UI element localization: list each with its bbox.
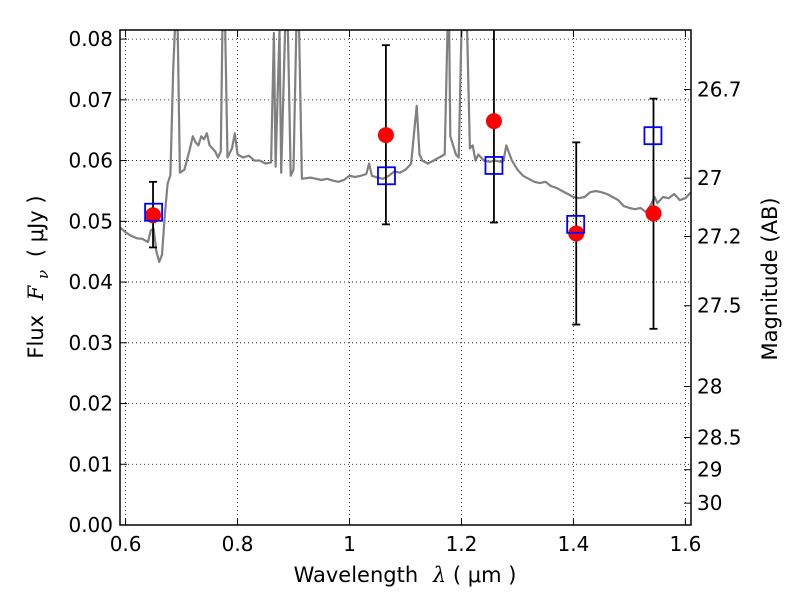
- x-axis-label: Wavelength λ ( μm ): [294, 563, 517, 587]
- x-tick-label: 1.2: [446, 532, 478, 556]
- data-layer: [120, 30, 691, 264]
- x-tick-label: 0.8: [222, 532, 254, 556]
- x-axis-label-prefix: Wavelength: [294, 563, 419, 587]
- y-axis-label-close: ): [24, 195, 48, 203]
- y2-tick-label: 29: [697, 458, 722, 482]
- y-axis-label-open: (: [24, 242, 48, 257]
- y-tick-label: 0.01: [68, 452, 113, 476]
- y2-tick-label: 27.2: [697, 225, 742, 249]
- y-axis-label-prefix: Flux: [24, 315, 48, 359]
- y-tick-label: 0.03: [68, 331, 113, 355]
- x-axis-label-close: ): [508, 563, 516, 587]
- y-axis-label-subscript: ν: [34, 270, 52, 279]
- x-tick-label: 0.6: [110, 532, 142, 556]
- y2-tick-label: 27: [697, 166, 722, 190]
- model-flux-point: [566, 214, 586, 234]
- y2-axis-label: Magnitude (AB): [758, 197, 782, 360]
- plot-background: [120, 30, 691, 525]
- y-tick-label: 0.00: [68, 513, 113, 537]
- x-tick-label: 1.4: [558, 532, 590, 556]
- x-axis-label-open: (: [453, 563, 461, 587]
- grid: [120, 30, 691, 526]
- markers: [144, 30, 663, 330]
- model-flux-point: [377, 166, 396, 186]
- y-axis-label-symbol: F: [24, 284, 48, 301]
- observed-flux-point: [377, 127, 394, 144]
- x-axis-label-symbol: λ: [432, 563, 446, 587]
- model-flux-point: [643, 126, 663, 146]
- y-axis-label: Flux F ν ( μJy ): [24, 195, 53, 358]
- y-tick-label: 0.02: [68, 392, 113, 416]
- y-tick-label: 0.07: [68, 88, 113, 112]
- observed-flux-point: [485, 113, 502, 130]
- y-tick-label: 0.08: [68, 27, 113, 51]
- y-tick-label: 0.05: [68, 209, 113, 233]
- y2-tick-label: 28: [697, 375, 722, 399]
- y2-tick-label: 27.5: [697, 294, 742, 318]
- y-tick-label: 0.04: [68, 270, 113, 294]
- x-axis-label-unit: μm: [468, 563, 502, 587]
- observed-flux-point: [645, 205, 662, 222]
- x-tick-label: 1: [343, 532, 356, 556]
- y-tick-label: 0.06: [68, 149, 113, 173]
- model-spectrum-line: [120, 30, 691, 264]
- ticks: 0.6 0.8 1 1.2 1.4 1.6 0.00 0.01 0.02 0.03 0.04 0.05…: [68, 27, 741, 556]
- model-flux-point: [484, 156, 504, 175]
- y-axis-label-unit: μJy: [24, 210, 48, 242]
- x-tick-label: 1.6: [669, 532, 701, 556]
- model-flux-point: [144, 202, 163, 222]
- y2-tick-label: 26.7: [697, 78, 742, 102]
- y2-tick-label: 28.5: [697, 426, 742, 450]
- y2-tick-label: 30: [697, 491, 722, 515]
- plot-frame: [119, 29, 692, 526]
